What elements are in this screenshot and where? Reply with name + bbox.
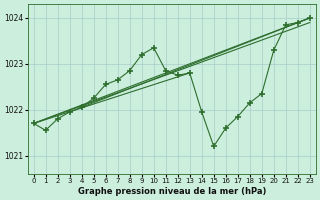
X-axis label: Graphe pression niveau de la mer (hPa): Graphe pression niveau de la mer (hPa) [77,187,266,196]
